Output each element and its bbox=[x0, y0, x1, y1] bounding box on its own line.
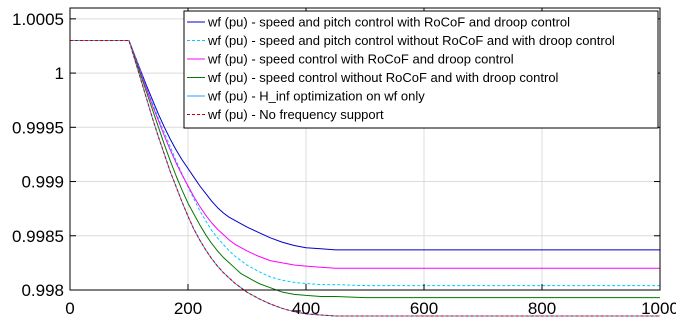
series-line-6 bbox=[70, 40, 660, 317]
x-tick-label: 1000 bbox=[641, 299, 676, 318]
legend-label-6: wf (pu) - No frequency support bbox=[207, 107, 384, 122]
legend-label-5: wf (pu) - H_inf optimization on wf only bbox=[207, 89, 425, 104]
y-tick-label: 1.0005 bbox=[12, 10, 64, 29]
series-line-4 bbox=[70, 40, 660, 299]
legend-label-4: wf (pu) - speed control without RoCoF an… bbox=[207, 70, 559, 85]
y-tick-label: 0.998 bbox=[21, 281, 64, 300]
legend-box bbox=[183, 10, 659, 129]
x-tick-label: 0 bbox=[65, 299, 74, 318]
y-tick-label: 1 bbox=[55, 64, 64, 83]
ticks: 0 200 400 600 800 1000 0.998 0.9985 0.999 0.9995 1… bbox=[12, 8, 676, 318]
series-line-2 bbox=[70, 40, 660, 287]
legend-label-1: wf (pu) - speed and pitch control with R… bbox=[207, 15, 570, 30]
y-tick-label: 0.9995 bbox=[12, 118, 64, 137]
legend-label-3: wf (pu) - speed control with RoCoF and d… bbox=[207, 52, 514, 67]
plot-frame bbox=[69, 7, 661, 291]
legend: wf (pu) - speed and pitch control with R… bbox=[183, 10, 659, 129]
y-tick-label: 0.9985 bbox=[12, 227, 64, 246]
x-tick-label: 800 bbox=[528, 299, 556, 318]
x-tick-label: 200 bbox=[174, 299, 202, 318]
series-layer bbox=[70, 40, 660, 317]
legend-label-2: wf (pu) - speed and pitch control withou… bbox=[207, 33, 615, 48]
x-tick-label: 600 bbox=[410, 299, 438, 318]
series-line-3 bbox=[70, 40, 660, 269]
x-tick-label: 400 bbox=[292, 299, 320, 318]
series-line-1 bbox=[70, 40, 660, 251]
y-tick-label: 0.999 bbox=[21, 173, 64, 192]
